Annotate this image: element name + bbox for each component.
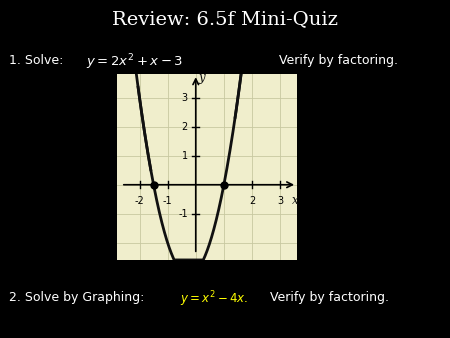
- Text: 3: 3: [182, 93, 188, 103]
- Text: -1: -1: [178, 209, 188, 219]
- Text: 2: 2: [182, 122, 188, 131]
- Text: x: x: [292, 194, 299, 207]
- Text: 2: 2: [249, 196, 255, 206]
- Text: 1: 1: [182, 151, 188, 161]
- Text: Verify by factoring.: Verify by factoring.: [270, 291, 389, 304]
- Text: Review: 6.5f Mini-Quiz: Review: 6.5f Mini-Quiz: [112, 10, 338, 28]
- Text: Verify by factoring.: Verify by factoring.: [279, 54, 398, 67]
- Text: $y = 2x^2 + x - 3$: $y = 2x^2 + x - 3$: [86, 52, 183, 72]
- Text: 3: 3: [277, 196, 283, 206]
- Text: 2. Solve by Graphing:: 2. Solve by Graphing:: [9, 291, 144, 304]
- Text: -2: -2: [135, 196, 144, 206]
- Text: -1: -1: [163, 196, 172, 206]
- Text: $y = x^2 - 4x.$: $y = x^2 - 4x.$: [180, 289, 248, 309]
- Text: y: y: [198, 71, 205, 84]
- Text: 1. Solve:: 1. Solve:: [9, 54, 63, 67]
